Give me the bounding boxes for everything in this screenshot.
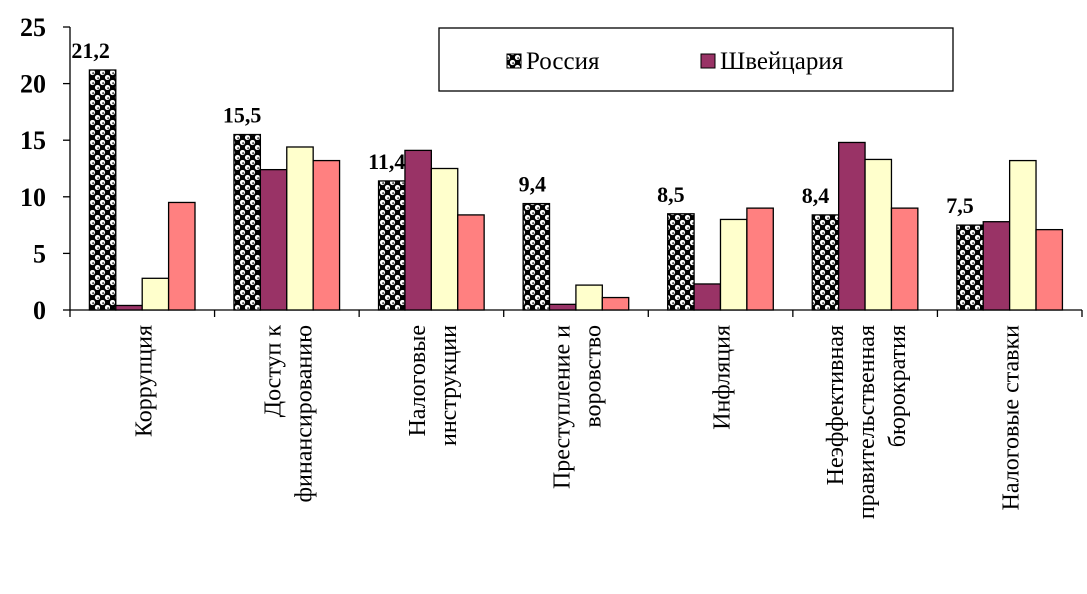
bar-series-1-1	[88, 69, 117, 311]
x-category-label: Доступ к финансированию	[260, 325, 317, 503]
bar-series-3-4	[575, 284, 603, 311]
bar-series-4-5	[746, 207, 774, 311]
bar-series-1-3	[377, 180, 406, 311]
bar-series-2-4	[548, 303, 577, 311]
bar-series-3-5	[719, 218, 748, 311]
x-category-label: Преступление и воровство	[550, 325, 607, 489]
bar-series-3-3	[430, 167, 459, 311]
bar-series-3-1	[141, 277, 170, 311]
x-category-label-line: правительственная	[854, 325, 880, 519]
x-category-label-line: Коррупция	[131, 325, 157, 437]
bar-series-3-6	[864, 158, 893, 311]
bars	[88, 69, 1064, 311]
y-tick-label: 5	[33, 239, 46, 268]
y-tick-label: 20	[20, 70, 46, 99]
x-category-label: Инфляция	[710, 325, 736, 430]
x-category-label: Коррупция	[131, 325, 157, 437]
x-category-label-line: финансированию	[291, 325, 317, 503]
legend-label: Россия	[526, 48, 600, 75]
x-category-label-line: Инфляция	[710, 325, 736, 430]
x-category-label-line: Налоговые ставки	[999, 325, 1025, 511]
legend-swatch	[506, 53, 522, 69]
bar-series-4-6	[890, 207, 919, 311]
x-category-label-line: инструкции	[436, 325, 462, 446]
data-label: 15,5	[223, 103, 262, 128]
x-category-label: Налоговые инструкции	[405, 325, 462, 446]
x-category-label-line: Доступ к	[260, 325, 286, 418]
bar-series-4-4	[601, 296, 630, 311]
y-tick-label: 15	[20, 126, 46, 155]
bar-series-1-7	[956, 224, 984, 311]
data-label: 21,2	[71, 38, 110, 63]
axes: 0 5 10 15 20 25 Коррупция Доступ к финансировани…	[20, 13, 1083, 519]
bar-series-4-3	[457, 214, 485, 311]
x-category-label-line: бюрократия	[885, 325, 911, 447]
x-category-label-line: Налоговые	[405, 325, 431, 437]
legend: Россия Швейцария	[438, 27, 954, 92]
bar-series-1-4	[522, 202, 551, 311]
bar-series-2-1	[115, 304, 143, 311]
x-category-label: Налоговые ставки	[999, 325, 1025, 511]
x-category-label: Неэффективная правительственная бюрократия	[823, 325, 911, 519]
legend-box	[438, 27, 954, 92]
bar-series-2-5	[693, 283, 722, 311]
bar-series-2-7	[982, 221, 1011, 311]
bar-series-2-2	[259, 168, 288, 311]
data-label: 9,4	[519, 172, 547, 197]
bar-series-4-7	[1035, 228, 1064, 311]
y-tick-label: 10	[20, 183, 46, 212]
data-label: 7,5	[946, 193, 974, 218]
bar-series-4-1	[167, 201, 196, 311]
bar-series-2-3	[404, 149, 432, 311]
bar-series-3-7	[1008, 159, 1037, 311]
bar-series-4-2	[312, 159, 341, 311]
bar-series-1-5	[667, 213, 695, 311]
data-label: 8,4	[802, 183, 830, 208]
y-tick-label: 25	[20, 13, 46, 42]
legend-swatch	[700, 53, 716, 69]
y-tick-label: 0	[33, 296, 46, 325]
data-label: 11,4	[368, 149, 405, 174]
x-category-label-line: воровство	[581, 325, 607, 428]
x-category-label-line: Неэффективная	[823, 325, 849, 485]
data-labels: 21,2 15,5 11,4 9,4 8,5 8,4 7,5	[71, 38, 973, 218]
data-label: 8,5	[657, 182, 685, 207]
bar-series-3-2	[286, 146, 314, 311]
x-category-label-line: Преступление и	[550, 325, 576, 489]
bar-series-1-6	[811, 214, 840, 311]
legend-label: Швейцария	[720, 48, 844, 75]
bar-series-1-2	[233, 133, 262, 311]
bar-series-2-6	[838, 141, 866, 311]
